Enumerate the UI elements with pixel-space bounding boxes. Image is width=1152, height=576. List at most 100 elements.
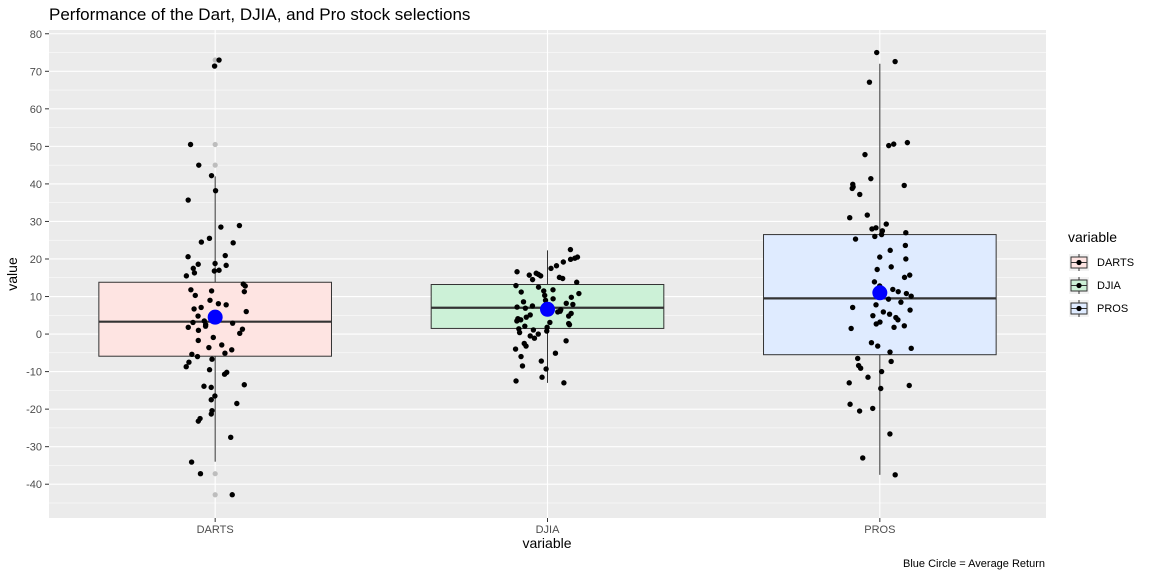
data-point xyxy=(241,382,247,388)
data-point xyxy=(891,324,897,331)
legend-item-darts: DARTS xyxy=(1069,254,1134,271)
legend-title: variable xyxy=(1068,229,1117,245)
data-point xyxy=(208,288,215,294)
data-point xyxy=(230,240,236,246)
data-point xyxy=(187,141,194,148)
data-point xyxy=(870,405,876,412)
data-point xyxy=(874,266,880,273)
data-point xyxy=(537,273,544,279)
legend-label: DARTS xyxy=(1097,257,1134,269)
y-tick-label: 10 xyxy=(30,292,42,304)
data-point xyxy=(856,408,863,414)
data-point xyxy=(908,293,914,299)
x-axis-label: variable xyxy=(522,535,571,551)
data-point xyxy=(221,371,228,377)
y-tick-label: 70 xyxy=(30,66,42,78)
data-point xyxy=(891,141,897,147)
data-point xyxy=(849,185,855,192)
data-point xyxy=(211,63,218,69)
data-point xyxy=(563,338,569,344)
data-point xyxy=(206,367,213,373)
y-tick-label: 20 xyxy=(30,254,42,266)
data-point xyxy=(907,272,913,278)
data-point xyxy=(513,282,519,289)
data-point xyxy=(198,304,204,311)
data-point xyxy=(550,287,556,293)
mean-marker xyxy=(872,285,888,301)
y-tick-label: 0 xyxy=(36,329,42,341)
data-point xyxy=(903,256,909,262)
x-tick-label: PROS xyxy=(864,524,895,536)
data-point xyxy=(542,297,549,303)
data-point xyxy=(871,279,878,285)
data-point xyxy=(895,317,901,323)
data-point xyxy=(215,300,222,307)
legend-label: PROS xyxy=(1097,303,1128,315)
y-tick-label: -10 xyxy=(26,367,42,379)
data-point xyxy=(529,276,536,283)
boxes-layer xyxy=(98,49,997,498)
data-point xyxy=(548,265,554,272)
data-point xyxy=(895,288,901,295)
legend-key-point xyxy=(1076,259,1082,266)
data-point xyxy=(223,302,229,308)
data-point xyxy=(195,327,202,334)
data-point xyxy=(543,366,549,372)
x-tick-label: DJIA xyxy=(536,524,561,536)
data-point xyxy=(218,224,224,230)
data-point xyxy=(563,300,569,306)
data-point xyxy=(898,299,904,305)
y-tick-label: -30 xyxy=(26,442,42,454)
data-point xyxy=(892,58,898,65)
data-point xyxy=(208,384,214,391)
data-point xyxy=(857,191,863,198)
data-point xyxy=(208,172,215,179)
data-point xyxy=(229,492,235,498)
y-tick-label: 50 xyxy=(30,141,42,153)
data-point xyxy=(531,335,538,341)
data-point xyxy=(514,269,520,275)
data-point xyxy=(241,288,248,295)
data-point xyxy=(864,212,870,218)
data-point xyxy=(868,175,874,182)
data-point xyxy=(514,304,520,310)
outlier-point xyxy=(212,492,218,498)
data-point xyxy=(886,311,893,317)
y-axis: -40 -30 -20 -10 0 10 20 30 40 50 60 70 80 xyxy=(26,29,49,491)
data-point xyxy=(185,254,191,260)
data-point xyxy=(194,353,201,360)
data-point xyxy=(542,292,548,299)
data-point xyxy=(237,330,243,337)
data-point xyxy=(189,351,195,358)
data-point xyxy=(234,400,240,407)
data-point xyxy=(219,342,225,348)
data-point xyxy=(885,296,892,302)
data-point xyxy=(522,323,528,329)
data-point xyxy=(568,294,575,300)
data-point xyxy=(906,382,912,389)
data-point xyxy=(846,380,852,386)
data-point xyxy=(191,270,198,276)
y-tick-label: -40 xyxy=(26,479,42,491)
data-point xyxy=(183,273,190,279)
data-point xyxy=(572,255,578,261)
data-point xyxy=(519,363,526,369)
data-point xyxy=(192,292,198,299)
data-point xyxy=(197,471,204,477)
outlier-point xyxy=(212,471,218,477)
data-point xyxy=(550,296,556,302)
data-point xyxy=(185,324,191,331)
data-point xyxy=(576,290,582,297)
box-group-pros xyxy=(763,49,997,478)
data-point xyxy=(212,393,218,399)
y-tick-label: 40 xyxy=(30,179,42,191)
outlier-point xyxy=(212,162,218,168)
data-point xyxy=(198,239,205,245)
data-point xyxy=(848,325,854,332)
data-point xyxy=(888,358,894,365)
data-point xyxy=(208,411,214,417)
y-axis-label: value xyxy=(4,257,20,291)
data-point xyxy=(908,345,914,352)
legend-label: DJIA xyxy=(1097,280,1122,292)
